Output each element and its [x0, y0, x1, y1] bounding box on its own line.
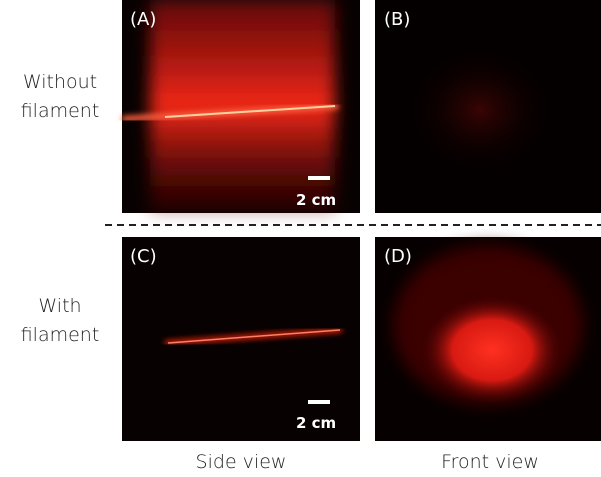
panel-label: (B): [384, 9, 410, 30]
row-label: With: [38, 295, 81, 317]
column-label: Side view: [196, 451, 287, 473]
row-label: filament: [21, 324, 100, 346]
scale-bar-label: 2 cm: [296, 191, 336, 209]
panel-c: (C) 2 cm: [122, 237, 360, 441]
column-label: Front view: [441, 451, 539, 473]
panel-b: (B): [375, 0, 601, 213]
panel-a: (A) 2 cm: [121, 0, 360, 213]
row-label: Without: [23, 71, 97, 93]
panel-label: (D): [384, 246, 412, 267]
panel-label: (A): [130, 9, 156, 30]
panel-label: (C): [130, 246, 157, 267]
scale-bar-label: 2 cm: [296, 414, 336, 432]
panel-d: (D): [375, 237, 601, 441]
row-label: filament: [21, 100, 100, 122]
